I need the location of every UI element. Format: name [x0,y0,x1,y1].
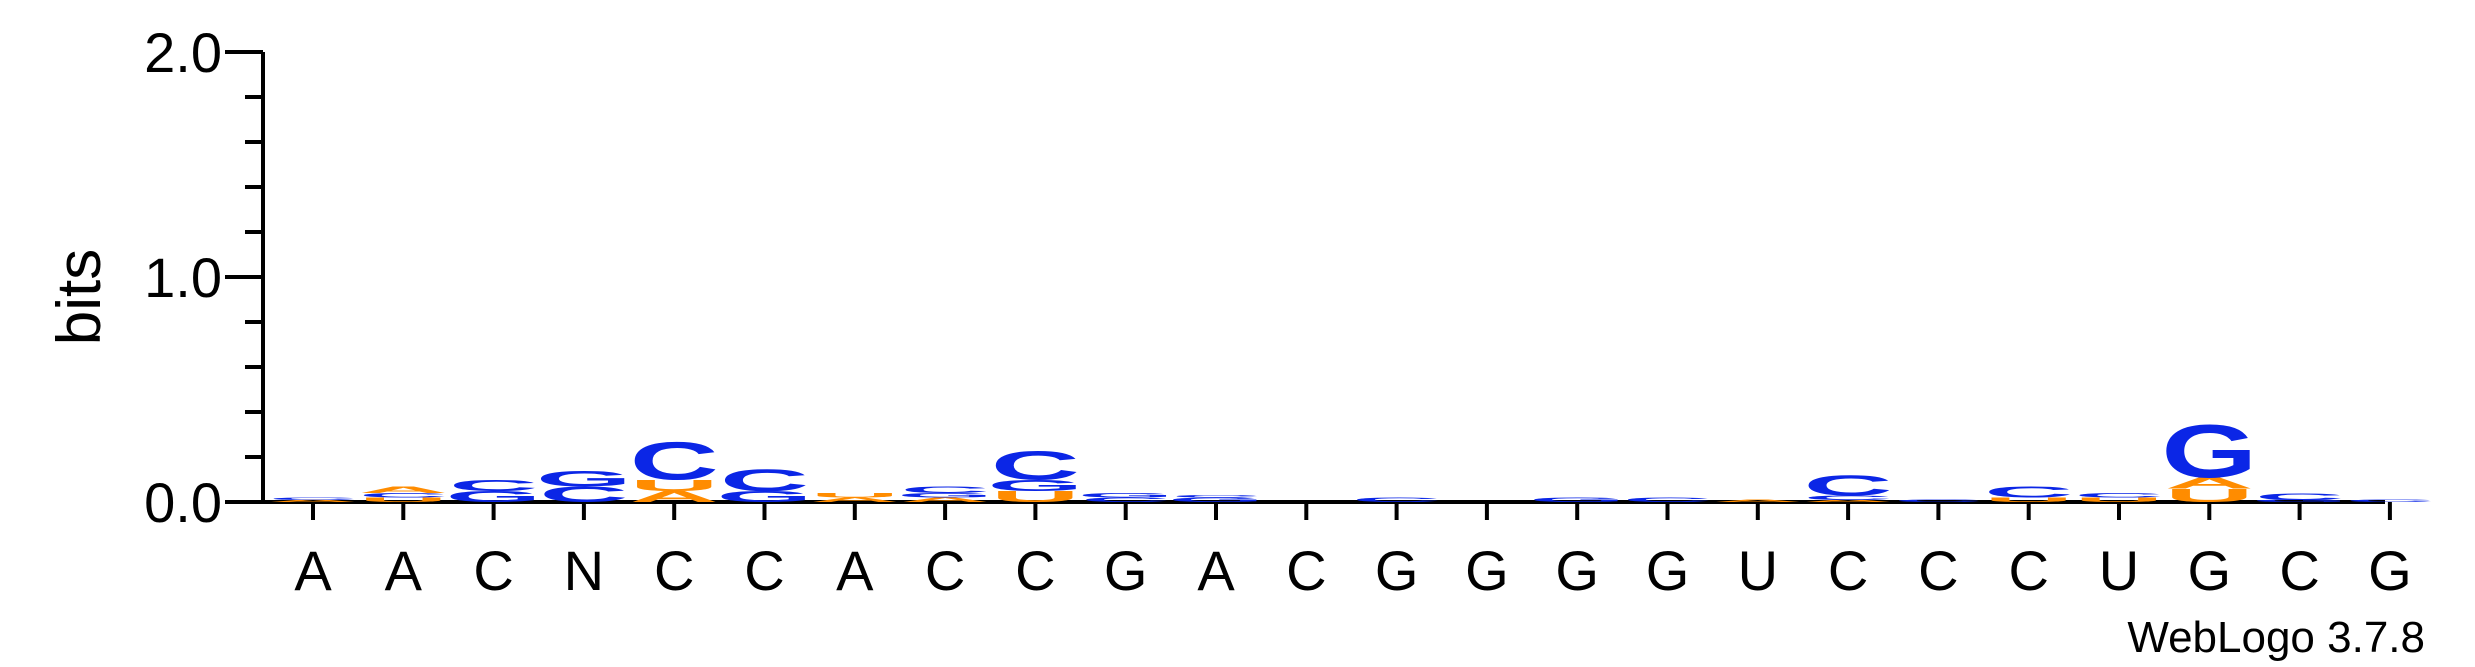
logo-letter-u: U [359,496,448,503]
x-tick-label: C [1828,539,1868,602]
logo-letter-u: U [810,492,899,499]
y-axis-label: bits [45,249,114,345]
x-tick-label: A [385,539,423,602]
logo-letter-c: C [991,443,1080,488]
logo-letter-u: U [991,488,1080,506]
logo-letter-a: A [359,484,448,495]
logo-letter-g: G [716,488,812,506]
logo-letter-a: A [900,496,989,503]
logo-letter-a: A [1713,499,1802,503]
logo-letter-g: G [1078,492,1174,499]
logo-letter-a: A [810,496,899,503]
x-tick-label: U [1738,539,1778,602]
x-tick-label: C [1015,539,1055,602]
x-axis [261,500,2392,520]
x-tick-label: C [925,539,965,602]
y-tick-label: 0.0 [144,471,222,534]
logo-letter-c: C [359,492,448,499]
x-tick-label: G [1465,539,1509,602]
logo-letter-c: C [630,432,719,492]
x-tick-label: U [2099,539,2139,602]
x-tick-label: G [2368,539,2412,602]
x-tick-label: C [473,539,513,602]
logo-letter-c: C [900,484,989,495]
logo-letter-c: C [1804,470,1893,502]
logo-letter-c: C [2345,499,2434,503]
x-tick-label: G [2188,539,2232,602]
x-tick-label: G [1555,539,1599,602]
logo-letter-a: A [2165,474,2254,492]
logo-letter-c: C [2074,492,2163,499]
logo-letter-c: C [539,482,628,507]
x-tick-label: C [1918,539,1958,602]
x-tick-label: N [564,539,604,602]
x-tick-label: G [1375,539,1419,602]
x-tick-label: C [744,539,784,602]
logo-letter-c: C [1352,496,1441,503]
logo-letter-g: G [446,488,542,506]
logo-letter-c: C [1623,496,1712,503]
logo-letter-c: C [1894,499,1983,503]
weblogo-credit: WebLogo 3.7.8 [2127,613,2425,662]
logo-letter-c: C [449,476,538,494]
logo-letter-c: C [1984,483,2073,501]
y-tick-labels: 0.0 1.0 2.0 [144,21,222,534]
logo-letter-c: C [1803,494,1892,501]
x-tick-label: A [1197,539,1235,602]
logo-letter-u: U [1984,496,2073,503]
logo-letter-g: G [2161,409,2257,494]
y-tick-label: 1.0 [144,246,222,309]
x-tick-label: A [294,539,332,602]
logo-letter-c: C [2255,491,2344,502]
logo-letter-c: C [1081,496,1170,503]
logo-letter-a: A [630,488,719,506]
y-tick-label: 2.0 [144,21,222,84]
x-tick-label: C [2008,539,2048,602]
x-tick-label: C [2279,539,2319,602]
x-tick-label: A [836,539,874,602]
logo-letter-a: A [268,499,357,503]
logo-letter-g: G [2252,499,2348,503]
logo-letter-g: G [536,466,632,491]
logo-letter-c: C [720,463,809,498]
x-tick-label: G [1646,539,1690,602]
logo-letter-u: U [2074,496,2163,503]
logo-letter-u: U [630,476,719,494]
x-tick-label: C [654,539,694,602]
logo-letter-g: G [987,476,1083,494]
logo-letter-c: C [268,497,357,501]
logo-letter-g: G [897,492,993,499]
y-axis [225,50,265,504]
logo-letter-g: G [1168,496,1264,503]
x-tick-label: G [1104,539,1148,602]
logo-letter-c: C [1171,495,1260,499]
logo-letter-a: A [1804,499,1893,503]
logo-letter-g: G [1529,496,1625,503]
logo-letter-u: U [2165,485,2254,506]
x-tick-label: C [1286,539,1326,602]
